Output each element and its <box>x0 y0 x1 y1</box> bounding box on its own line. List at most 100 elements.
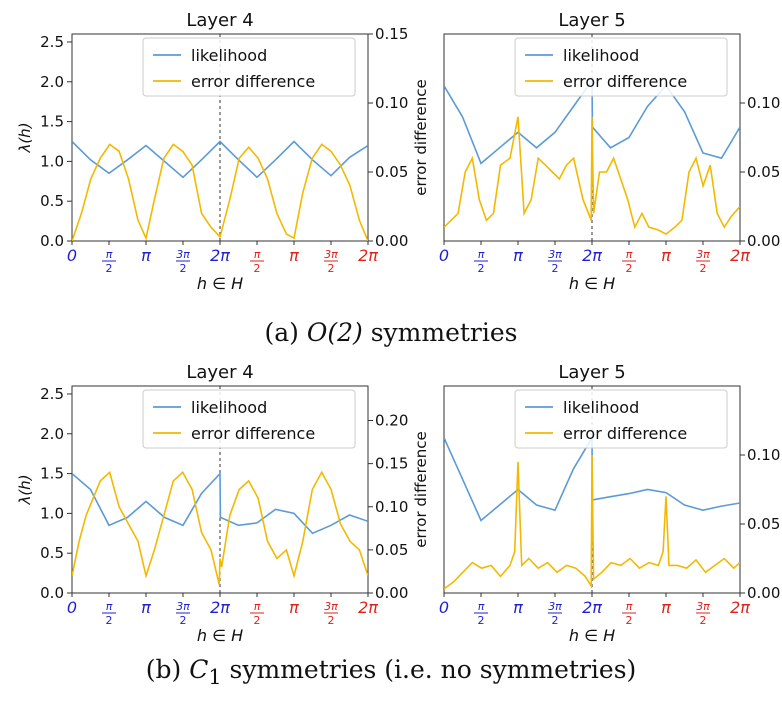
x-tick-label: π <box>661 246 671 265</box>
y-tick-label-left: 0.0 <box>40 232 64 250</box>
x-tick-label: π <box>141 246 151 265</box>
x-tick-label: 0 <box>67 246 77 265</box>
x-tick-label: π2 <box>102 600 116 627</box>
x-tick-label: 3π2 <box>324 600 338 627</box>
x-tick-label: π <box>289 246 299 265</box>
x-tick-label: 3π2 <box>176 600 190 627</box>
x-tick-label: 3π2 <box>176 248 190 275</box>
x-tick-label-numerator: π <box>106 600 113 613</box>
y-tick-label-right: 0.00 <box>747 232 780 250</box>
y-tick-label-right: 0.05 <box>375 541 408 559</box>
x-tick-label-denominator: 2 <box>700 262 707 275</box>
y-tick-label-left: 2.0 <box>40 425 64 443</box>
x-tick-label: π <box>661 598 671 617</box>
y-tick-label-right: 0.00 <box>747 584 780 602</box>
caption-a-symbol: O(2) <box>306 318 363 347</box>
chart-panel-a-left: Layer 4 0.0 0.5 1.0 1.5 2.0 2.5 0.00 0.05 0.10 0.1… <box>16 10 430 293</box>
legend-box <box>142 37 356 97</box>
y-tick-label-right: 0.00 <box>375 232 408 250</box>
x-tick-label: 2π <box>358 598 378 617</box>
legend-box <box>514 389 728 449</box>
y-tick-label-right: 0.20 <box>375 412 408 430</box>
series-line-error-difference <box>72 143 368 241</box>
y-tick-label-left: 1.5 <box>40 113 64 131</box>
x-tick-label: 3π2 <box>548 248 562 275</box>
caption-a-text: symmetries <box>362 318 518 347</box>
caption-b: (b) C1 symmetries (i.e. no symmetries) <box>0 655 782 689</box>
x-tick-label-denominator: 2 <box>626 262 633 275</box>
x-tick-label-denominator: 2 <box>552 614 559 627</box>
x-axis-label: h ∈ H <box>569 274 615 293</box>
x-tick-label-denominator: 2 <box>254 614 261 627</box>
x-tick-label: 2π <box>210 246 230 265</box>
series-line-likelihood <box>72 140 368 179</box>
x-tick-label-numerator: π <box>254 248 261 261</box>
caption-b-label: (b) <box>145 655 190 684</box>
x-tick-label-denominator: 2 <box>478 614 485 627</box>
x-tick-label: 3π2 <box>696 600 710 627</box>
x-tick-label: π <box>141 598 151 617</box>
y-axis-label-right: error difference <box>412 79 430 195</box>
x-tick-label: 2π <box>210 598 230 617</box>
y-axis-label-right: error difference <box>412 431 430 547</box>
y-axis-label-left: λ(h) <box>16 122 34 153</box>
x-tick-label: 2π <box>582 598 602 617</box>
chart-panel-b-left: Layer 4 0.0 0.5 1.0 1.5 2.0 2.5 0.00 0.05 0.10 0.1… <box>16 362 430 645</box>
x-axis-label: h ∈ H <box>197 274 243 293</box>
x-tick-label-denominator: 2 <box>700 614 707 627</box>
x-tick-label: 3π2 <box>548 600 562 627</box>
legend-label: error difference <box>563 424 687 443</box>
x-tick-label-denominator: 2 <box>552 262 559 275</box>
y-tick-label-left: 1.5 <box>40 465 64 483</box>
x-tick-label: π2 <box>622 600 636 627</box>
legend-label: likelihood <box>191 398 267 417</box>
x-tick-label: 0 <box>439 598 449 617</box>
legend-label: error difference <box>191 72 315 91</box>
x-tick-label: π <box>513 246 523 265</box>
chart-title: Layer 4 <box>186 10 253 31</box>
x-tick-label: 2π <box>358 246 378 265</box>
legend-label: error difference <box>191 424 315 443</box>
x-tick-label: 2π <box>582 246 602 265</box>
y-tick-label-left: 0.5 <box>40 544 64 562</box>
x-tick-label-numerator: π <box>478 248 485 261</box>
x-tick-label-numerator: π <box>254 600 261 613</box>
x-tick-label: π2 <box>474 248 488 275</box>
x-tick-label-numerator: π <box>106 248 113 261</box>
x-tick-label-denominator: 2 <box>328 614 335 627</box>
caption-b-symbol: C <box>189 655 209 684</box>
series-line-error-difference <box>444 454 740 590</box>
x-tick-label-denominator: 2 <box>106 614 113 627</box>
x-tick-label-denominator: 2 <box>106 262 113 275</box>
y-tick-label-right: 0.05 <box>375 163 408 181</box>
caption-a: (a) O(2) symmetries <box>0 318 782 347</box>
legend-box <box>514 37 728 97</box>
y-axis-label-left: λ(h) <box>16 474 34 505</box>
x-tick-label-numerator: π <box>626 600 633 613</box>
chart-title: Layer 4 <box>186 362 253 383</box>
y-tick-label-right: 0.10 <box>375 94 408 112</box>
series-line-likelihood <box>72 471 368 535</box>
x-tick-label: 3π2 <box>324 248 338 275</box>
series-line-error-difference <box>444 116 740 236</box>
y-tick-label-left: 1.0 <box>40 152 64 170</box>
legend-label: likelihood <box>563 46 639 65</box>
x-tick-label-denominator: 2 <box>478 262 485 275</box>
x-tick-label-denominator: 2 <box>626 614 633 627</box>
x-tick-label-denominator: 2 <box>180 614 187 627</box>
x-tick-label: π2 <box>250 248 264 275</box>
x-tick-label-numerator: 3π <box>176 248 190 261</box>
x-tick-label-numerator: 3π <box>324 248 338 261</box>
y-tick-label-right: 0.05 <box>747 515 780 533</box>
y-tick-label-right: 0.10 <box>747 94 780 112</box>
y-tick-label-right: 0.00 <box>375 584 408 602</box>
chart-title: Layer 5 <box>558 362 625 383</box>
x-tick-label-denominator: 2 <box>254 262 261 275</box>
x-tick-label: π2 <box>474 600 488 627</box>
y-tick-label-right: 0.15 <box>375 455 408 473</box>
y-tick-label-left: 0.0 <box>40 584 64 602</box>
series-line-error-difference <box>72 470 368 585</box>
legend-label: error difference <box>563 72 687 91</box>
legend: likelihood error difference <box>142 37 356 97</box>
